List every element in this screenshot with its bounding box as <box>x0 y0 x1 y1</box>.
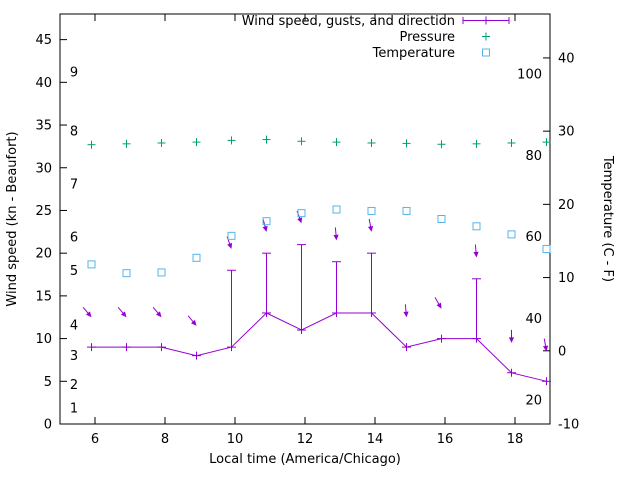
wind-direction-arrow <box>508 329 515 343</box>
svg-text:4: 4 <box>70 318 78 333</box>
legend-markers <box>462 16 510 57</box>
svg-text:0: 0 <box>44 418 52 433</box>
svg-text:15: 15 <box>35 289 52 304</box>
svg-text:60: 60 <box>525 230 542 245</box>
wind-direction-arrow <box>403 304 409 318</box>
svg-text:80: 80 <box>525 149 542 164</box>
wind-direction-arrow <box>187 315 197 326</box>
svg-text:10: 10 <box>558 271 575 286</box>
wind-speed-line <box>91 312 547 382</box>
svg-text:30: 30 <box>558 125 575 140</box>
svg-text:20: 20 <box>558 198 575 213</box>
svg-text:45: 45 <box>35 33 52 48</box>
svg-text:6: 6 <box>91 432 99 447</box>
x-tick-labels: 6 8 10 12 14 16 18 <box>91 432 523 447</box>
svg-text:8: 8 <box>70 125 78 140</box>
pressure-series <box>87 135 551 149</box>
svg-text:9: 9 <box>70 66 78 81</box>
svg-text:-10: -10 <box>558 418 579 433</box>
x-axis-title: Local time (America/Chicago) <box>209 452 401 467</box>
temperature-series <box>87 205 551 278</box>
left-ticks <box>60 39 67 425</box>
wind-direction-arrow <box>82 306 92 318</box>
svg-text:40: 40 <box>525 312 542 327</box>
svg-text:20: 20 <box>525 393 542 408</box>
plot-border <box>59 13 551 425</box>
svg-text:1: 1 <box>70 401 78 416</box>
right-y-axis-title: Temperature (C - F) <box>600 155 615 282</box>
legend-marker-temperature <box>482 48 490 57</box>
x-ticks <box>94 14 516 424</box>
wind-direction-arrow <box>262 219 268 232</box>
wind-direction-arrow <box>333 227 339 241</box>
left-y-axis-title: Wind speed (kn - Beaufort) <box>5 131 20 306</box>
wind-direction-arrow <box>542 338 549 352</box>
svg-text:18: 18 <box>507 432 524 447</box>
chart-render-root: 6 8 10 12 14 16 18051015202530354045-100102030… <box>35 13 579 447</box>
svg-text:25: 25 <box>35 204 52 219</box>
beaufort-scale-labels: 1 2 3 4 5 6 7 8 9 <box>70 66 78 417</box>
svg-text:40: 40 <box>35 76 52 91</box>
wind-direction-arrow <box>367 218 374 232</box>
svg-text:30: 30 <box>35 161 52 176</box>
right-tick-labels: -10 0 10 20 30 40 <box>558 51 579 432</box>
legend-marker-pressure <box>482 32 490 41</box>
svg-text:2: 2 <box>70 378 78 393</box>
svg-text:20: 20 <box>35 247 52 262</box>
svg-text:3: 3 <box>70 349 78 364</box>
svg-text:100: 100 <box>517 68 542 83</box>
wind-series <box>82 210 551 386</box>
svg-text:35: 35 <box>35 119 52 134</box>
svg-text:5: 5 <box>44 375 52 390</box>
svg-text:6: 6 <box>70 230 78 245</box>
svg-text:8: 8 <box>161 432 169 447</box>
svg-text:14: 14 <box>367 432 384 447</box>
wind-direction-arrow <box>152 306 162 318</box>
svg-text:10: 10 <box>227 432 244 447</box>
svg-text:16: 16 <box>437 432 454 447</box>
fahrenheit-scale-labels: 20 40 60 80 100 <box>517 68 542 409</box>
wind-direction-arrow <box>117 306 127 318</box>
svg-text:12: 12 <box>297 432 314 447</box>
wind-direction-arrow <box>296 210 303 224</box>
wind-direction-arrow <box>434 297 442 309</box>
legend-label-wind: Wind speed, gusts, and direction <box>242 14 455 29</box>
right-ticks <box>543 57 550 425</box>
svg-text:0: 0 <box>558 344 566 359</box>
legend-label-pressure: Pressure <box>399 30 455 45</box>
wind-direction-arrow <box>226 236 233 249</box>
legend-label-temperature: Temperature <box>372 46 455 61</box>
wind-direction-arrow <box>473 244 479 258</box>
svg-text:40: 40 <box>558 51 575 66</box>
left-tick-labels: 0 5 10 15 20 25 30 35 40 45 <box>35 33 52 432</box>
svg-text:10: 10 <box>35 332 52 347</box>
svg-text:5: 5 <box>70 264 78 279</box>
legend-marker-wind <box>462 16 510 25</box>
svg-text:7: 7 <box>70 177 78 192</box>
